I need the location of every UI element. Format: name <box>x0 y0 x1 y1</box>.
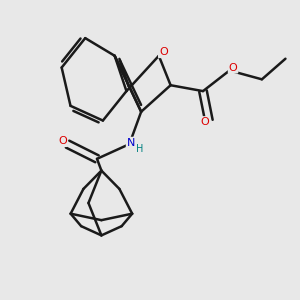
Text: O: O <box>200 117 209 127</box>
Text: N: N <box>127 138 135 148</box>
Text: H: H <box>136 144 143 154</box>
Text: O: O <box>159 47 168 57</box>
Text: O: O <box>58 136 67 146</box>
Text: O: O <box>229 63 237 73</box>
